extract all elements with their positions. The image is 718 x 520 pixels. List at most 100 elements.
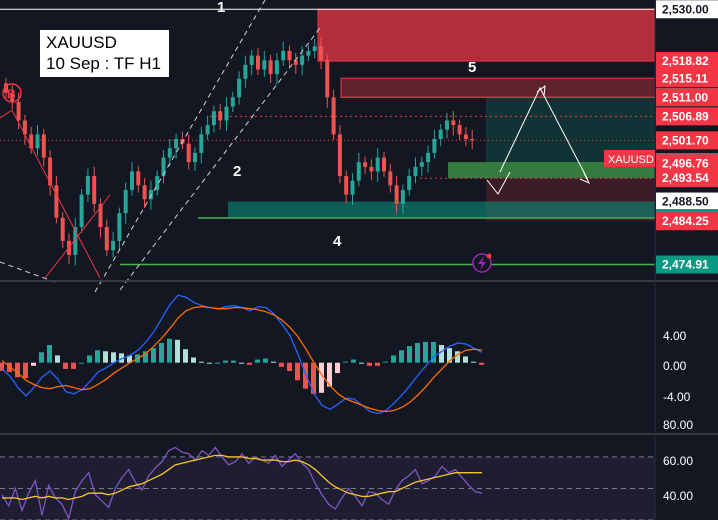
candle-body (54, 185, 59, 218)
candle-body (193, 152, 197, 163)
macd-histogram-bar (87, 355, 92, 363)
macd-histogram-bar (207, 362, 212, 364)
wave-label-b: B (7, 87, 16, 101)
rsi-axis[interactable]: 80.00 60.00 40.00 (663, 418, 693, 503)
macd-histogram-bar (279, 362, 284, 367)
macd-histogram-bar (79, 362, 84, 364)
price-tag-bg (656, 107, 718, 126)
candle-body (205, 125, 210, 135)
info-box: XAUUSD 10 Sep : TF H1 (40, 30, 169, 77)
macd-histogram-bar (167, 338, 172, 363)
macd-histogram-bar (223, 360, 228, 363)
macd-histogram-bar (263, 358, 268, 363)
buy-zone (448, 162, 655, 179)
candle-body (463, 134, 468, 139)
macd-pane (0, 294, 484, 415)
candle-body (407, 176, 412, 190)
candle-body (438, 129, 443, 139)
projection-dip (486, 171, 511, 195)
candle-body (211, 111, 216, 126)
macd-axis[interactable]: 4.00 0.00 -4.00 (663, 329, 691, 404)
macd-histogram-bar (351, 359, 356, 363)
macd-tick: -4.00 (663, 390, 691, 404)
candle-body (174, 139, 179, 149)
macd-histogram-bar (23, 362, 28, 379)
candle-body (451, 120, 456, 126)
channel-line-lower (119, 27, 321, 291)
macd-histogram-bar (399, 350, 404, 363)
zones-layer (0, 8, 656, 266)
channel-line-left (0, 261, 56, 283)
price-tag: 2,515.11 (662, 71, 708, 85)
macd-histogram-bar (159, 342, 164, 363)
price-axis[interactable]: 2,530.002,518.822,515.112,511.062,511.00… (656, 0, 718, 274)
candle-body (73, 227, 78, 255)
b-line-c (44, 194, 111, 279)
candle-body (4, 83, 8, 93)
macd-histogram-bar (191, 357, 196, 363)
candle-body (382, 157, 386, 172)
candle-body (256, 55, 260, 70)
candle-body (287, 50, 292, 61)
wave-b-circle (2, 83, 22, 103)
price-tag-bg (656, 192, 718, 211)
macd-histogram-bar (407, 346, 412, 363)
macd-histogram-bar (63, 362, 68, 369)
candle-body (319, 46, 323, 61)
alert-lightning-icon[interactable] (472, 253, 492, 273)
macd-histogram-bar (383, 361, 388, 363)
macd-histogram-bar (479, 362, 484, 365)
candle-body (356, 162, 361, 181)
macd-histogram-bar (183, 349, 188, 363)
candle-body (413, 166, 418, 177)
candle-body (262, 60, 267, 70)
macd-histogram-bar (239, 362, 244, 364)
rsi-ma-line (2, 454, 482, 501)
candle-body (293, 60, 298, 65)
candle-body (29, 134, 34, 149)
price-tag-bg (656, 212, 718, 231)
price-tag-bg (656, 154, 718, 173)
macd-histogram-bar (255, 359, 260, 363)
price-tag-bg (656, 255, 718, 274)
candle-body (98, 203, 103, 228)
macd-histogram-bar (95, 350, 100, 363)
macd-histogram-bar (47, 345, 52, 363)
price-tag-bg (656, 169, 718, 188)
info-subtitle: 10 Sep : TF H1 (46, 54, 161, 73)
macd-histogram-bar (143, 351, 148, 363)
price-tag-bg (656, 88, 718, 107)
candle-body (388, 171, 393, 186)
macd-histogram-bar (119, 353, 124, 363)
b-line-a (0, 109, 13, 119)
rsi-line (1, 446, 483, 520)
candle-body (432, 139, 437, 153)
candle-body (325, 60, 330, 98)
macd-histogram-bar (439, 345, 444, 363)
symbol-tag: XAUUSD (608, 154, 654, 166)
candle-body (79, 194, 84, 228)
macd-histogram-bar (103, 351, 108, 363)
arrow-up-head (536, 84, 546, 97)
candle-body (123, 189, 128, 214)
macd-histogram-bar (231, 360, 236, 363)
macd-histogram-bar (111, 352, 116, 363)
candle-body (312, 46, 317, 51)
drawings-layer (0, 0, 591, 293)
candle-body (331, 97, 336, 135)
wave-label-4: 4 (333, 233, 342, 250)
candle-body (457, 125, 462, 135)
macd-histogram-bar (295, 362, 300, 381)
macd-histogram-bar (247, 362, 252, 365)
macd-histogram-bar (343, 361, 348, 363)
symbol-tag-bg (604, 150, 655, 167)
candle-body (10, 92, 15, 102)
macd-histogram-bar (335, 362, 340, 374)
candle-body (249, 55, 254, 65)
candle-body (237, 78, 242, 98)
candle-body (161, 157, 166, 177)
macd-histogram-bar (359, 362, 364, 364)
candle-body (130, 171, 134, 190)
candle-body (117, 213, 122, 241)
